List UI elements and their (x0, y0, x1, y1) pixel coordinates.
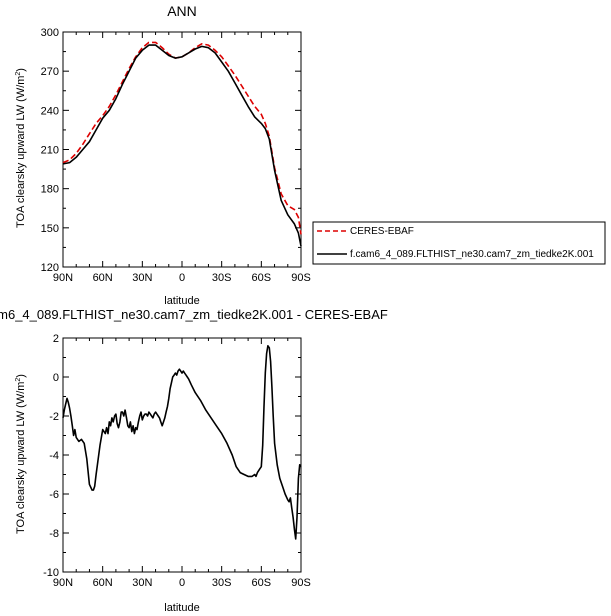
bottom-series-line-0 (62, 345, 302, 540)
legend-label-ceres: CERES-EBAF (350, 226, 414, 237)
top-y-tick-label: 180 (41, 184, 59, 196)
bottom-y-tick-label: 2 (53, 333, 59, 345)
top-series-line-0 (62, 41, 302, 235)
top-y-tick-label: 210 (41, 145, 59, 157)
bottom-y-tick-label: -4 (49, 450, 59, 462)
top-y-tick-label: 240 (41, 105, 59, 117)
bottom-x-tick-label: 30S (212, 577, 232, 589)
bottom-x-tick-label: 0 (179, 577, 185, 589)
top-x-tick-label: 60S (252, 272, 272, 284)
bottom-y-axis-label: TOA clearsky upward LW (W/m2) (15, 374, 27, 534)
bottom-panel: f.cam6_4_089.FLTHIST_ne30.cam7_zm_tiedke… (0, 307, 388, 614)
bottom-chart-title: f.cam6_4_089.FLTHIST_ne30.cam7_zm_tiedke… (0, 307, 388, 322)
top-y-tick-label: 150 (41, 223, 59, 235)
top-x-tick-label: 90S (291, 272, 311, 284)
top-y-tick-label: 270 (41, 66, 59, 78)
top-chart-title: ANN (167, 3, 197, 19)
bottom-x-tick-label: 60S (252, 577, 272, 589)
bottom-y-tick-label: -8 (49, 528, 59, 540)
top-x-tick-label: 30N (132, 272, 152, 284)
top-plot-area: 90N 60N 30N 0 30S 60S 90S 120 150 180 210 240 270 300 (41, 27, 311, 284)
legend-label-model: f.cam6_4_089.FLTHIST_ne30.cam7_zm_tiedke… (350, 249, 594, 260)
bottom-y-tick-label: 0 (53, 372, 59, 384)
top-y-label-sup: 2 (15, 72, 22, 76)
bottom-x-tick-label: 30N (132, 577, 152, 589)
bottom-y-tick-label: -6 (49, 489, 59, 501)
bottom-x-tick-label: 90S (291, 577, 311, 589)
top-y-label-main: TOA clearsky upward LW (W/m (15, 76, 27, 228)
top-y-tick-label: 300 (41, 27, 59, 39)
bottom-plot-area: 90N 60N 30N 0 30S 60S 90S -10 -8 -6 -4 -2 0 2 (43, 333, 311, 589)
top-x-axis-label: latitude (164, 295, 199, 307)
top-x-tick-label: 0 (179, 272, 185, 284)
bottom-y-label-close: ) (15, 374, 27, 378)
top-x-tick-label: 60N (93, 272, 113, 284)
top-y-axis-label: TOA clearsky upward LW (W/m2) (15, 68, 27, 228)
bottom-y-label-sup: 2 (15, 378, 22, 382)
top-x-tick-label: 90N (53, 272, 73, 284)
legend: CERES-EBAF f.cam6_4_089.FLTHIST_ne30.cam… (312, 221, 606, 265)
bottom-x-tick-label: 60N (93, 577, 113, 589)
top-x-tick-label: 30S (212, 272, 232, 284)
top-plot-frame (62, 31, 302, 268)
bottom-y-tick-label: -10 (43, 567, 59, 579)
bottom-y-label-main: TOA clearsky upward LW (W/m (15, 382, 27, 534)
bottom-x-tick-label: 90N (53, 577, 73, 589)
bottom-y-tick-label: -2 (49, 411, 59, 423)
top-series-line-1 (62, 44, 302, 247)
top-panel: ANN 90N 60N 30N 0 30S 60S 90S 120 150 180 210 240 27… (15, 3, 311, 307)
bottom-x-axis-label: latitude (164, 602, 199, 614)
top-y-tick-label: 120 (41, 262, 59, 274)
legend-box (312, 221, 606, 265)
top-y-label-close: ) (15, 68, 27, 72)
